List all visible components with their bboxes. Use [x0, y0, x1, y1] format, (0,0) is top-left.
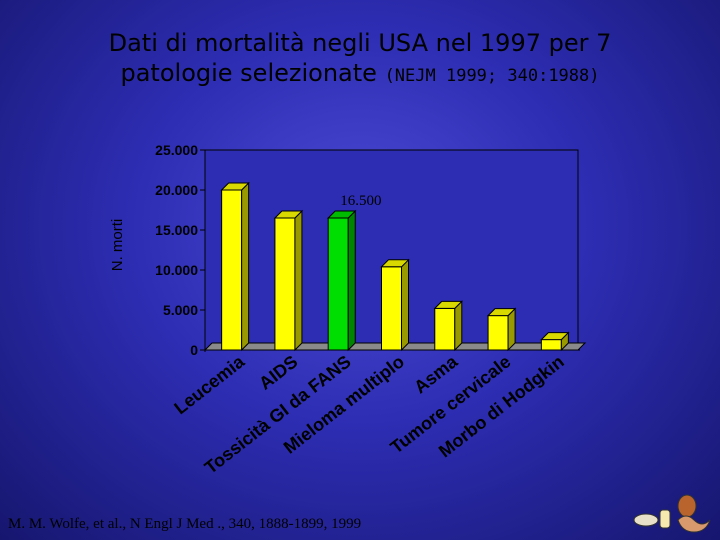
y-tick-label: 25.000	[155, 142, 198, 158]
bar-side	[294, 209, 303, 352]
data-label: 16.500	[340, 193, 381, 209]
bar	[540, 331, 570, 352]
medical-organs-icon	[633, 494, 711, 533]
bar-top	[273, 210, 304, 219]
title-reference: (NEJM 1999; 340:1988)	[384, 66, 600, 86]
bar	[327, 209, 357, 352]
bar-front	[540, 339, 562, 351]
y-tick-label: 15.000	[155, 222, 198, 238]
bar-front	[327, 217, 349, 351]
bar-side	[401, 258, 409, 352]
bar-front	[381, 266, 402, 351]
bar-top	[486, 308, 517, 317]
x-tick-label: AIDS	[255, 351, 301, 393]
bar-side	[347, 209, 356, 352]
bar-top	[327, 210, 357, 219]
plot-top-edge	[205, 143, 585, 150]
x-tick-label: Leucemia	[170, 351, 249, 418]
title-line-2-text: patologie selezionate	[120, 59, 377, 87]
bar	[273, 209, 304, 352]
bar-top	[220, 182, 250, 191]
chart-title: Dati di mortalità negli USA nel 1997 per…	[0, 28, 720, 91]
bar	[433, 300, 463, 352]
y-tick-label: 20.000	[155, 182, 198, 198]
y-tick-label: 5.000	[163, 302, 198, 318]
bar-front	[274, 217, 296, 351]
bar	[486, 307, 517, 352]
title-line-2: patologie selezionate (NEJM 1999; 340:19…	[0, 58, 720, 91]
bar-front	[434, 307, 456, 351]
bar-top	[433, 300, 463, 309]
bar-side	[454, 300, 463, 352]
y-axis-label: N. morti	[109, 219, 126, 272]
bar-front	[221, 189, 243, 351]
title-line-1: Dati di mortalità negli USA nel 1997 per…	[108, 29, 612, 57]
bar-front	[487, 315, 509, 351]
y-tick-label: 0	[190, 342, 198, 358]
y-tick-label: 10.000	[155, 262, 198, 278]
bar-top	[540, 332, 570, 341]
source-citation: M. M. Wolfe, et al., N Engl J Med ., 340…	[8, 516, 362, 532]
bar-top	[380, 259, 410, 268]
bar-side	[241, 181, 250, 352]
bar	[380, 258, 410, 352]
bar	[220, 181, 250, 352]
